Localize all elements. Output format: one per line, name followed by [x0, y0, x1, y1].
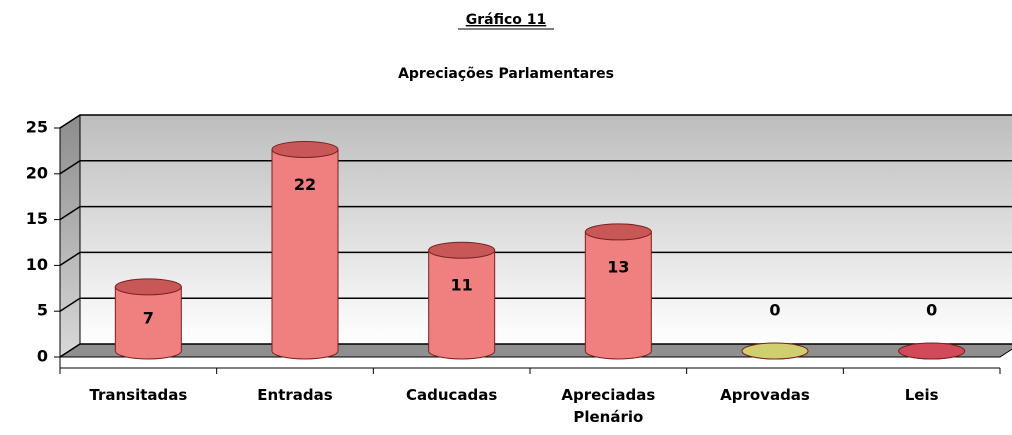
x-tick-label: Apreciadas Plenário: [561, 386, 656, 426]
x-tick-label: Caducadas: [405, 386, 498, 404]
value-label: 22: [294, 175, 316, 194]
x-tick-label: Leis: [904, 386, 939, 404]
value-label: 7: [143, 308, 154, 327]
grid-line: [59, 297, 1012, 312]
grid-line: [59, 343, 1012, 358]
back-wall: [79, 114, 1012, 345]
bar: [114, 278, 182, 360]
y-tick-label: 20: [26, 163, 48, 182]
grid-line: [59, 205, 1012, 221]
x-tick-label: Transitadas: [89, 386, 188, 404]
x-tick-label: Entradas: [257, 386, 333, 404]
grid-line: [59, 114, 1012, 129]
bar-cap: [114, 278, 182, 296]
bar: [898, 342, 966, 360]
bar-body: [428, 249, 496, 360]
bar: [584, 223, 652, 360]
x-tick-label: Aprovadas: [720, 386, 810, 404]
y-tick-label: 10: [26, 255, 48, 274]
value-label: 13: [607, 257, 629, 276]
bar-cap: [271, 140, 339, 158]
bar: [428, 241, 496, 360]
y-tick-label: 0: [37, 347, 48, 366]
side-wall: [59, 114, 81, 358]
bar-body: [271, 148, 339, 360]
bar-cap: [741, 342, 809, 360]
bar: [741, 342, 809, 360]
bar-cap: [898, 342, 966, 360]
y-tick-label: 5: [37, 301, 48, 320]
grid-line: [59, 251, 1012, 267]
y-tick-label: 15: [26, 209, 48, 228]
value-label: 11: [451, 276, 473, 295]
value-label: 0: [926, 301, 937, 320]
chart-subtitle: Apreciações Parlamentares: [398, 66, 614, 82]
bar-body: [584, 231, 652, 360]
y-tick-label: 25: [26, 118, 48, 137]
bar-cap: [428, 241, 496, 259]
chart-title: Gráfico 11: [466, 12, 547, 28]
bar-cap: [584, 223, 652, 241]
floor: [58, 343, 1012, 358]
bar-body: [114, 286, 182, 360]
value-label: 0: [769, 301, 780, 320]
bar: [271, 140, 339, 360]
grid-line: [59, 160, 1012, 175]
